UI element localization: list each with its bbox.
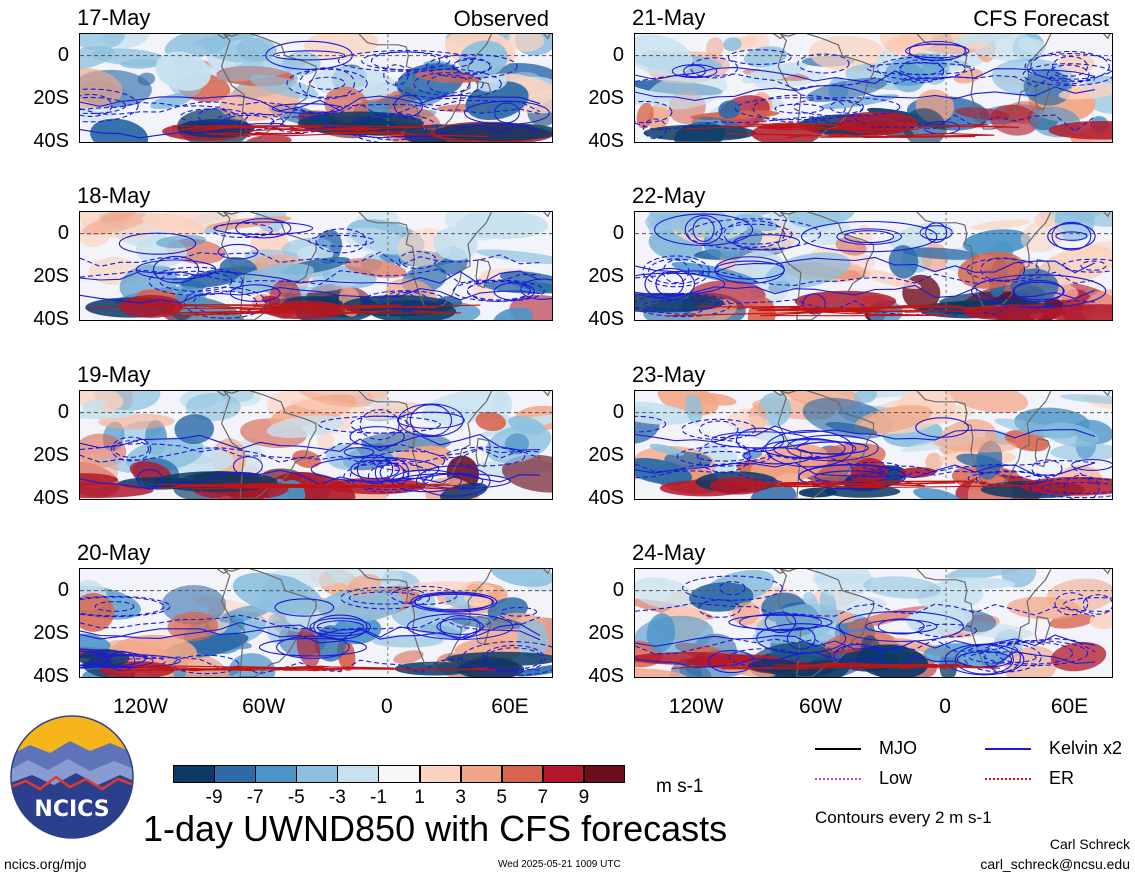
anomaly-map: [634, 390, 1113, 500]
lat-tick-label: 20S: [588, 264, 624, 287]
panel-source: Observed: [453, 6, 549, 31]
ncics-logo: NCICS: [10, 715, 134, 839]
lat-tick-label: 20S: [33, 443, 69, 466]
panel-date: 19-May: [77, 362, 151, 387]
colorbar-swatch: [255, 765, 297, 783]
colorbar-tick-label: 1: [414, 787, 425, 808]
lat-tick-label: 0: [612, 578, 624, 601]
anomaly-map: [79, 211, 553, 321]
lat-tick-label: 0: [612, 221, 624, 244]
colorbar-tick-label: -9: [205, 787, 223, 808]
colorbar-tick-label: 5: [496, 787, 508, 808]
colorbar-units: m s-1: [656, 776, 704, 797]
lon-tick-label: 120W: [113, 695, 168, 718]
colorbar-swatch: [419, 765, 462, 783]
panel-date: 23-May: [632, 362, 706, 387]
anomaly-map: [79, 568, 553, 678]
lat-tick-label: 40S: [588, 665, 624, 687]
contour-note: Contours every 2 m s-1: [815, 808, 992, 827]
anomaly-map: [634, 211, 1113, 321]
lon-tick-label: 60E: [1050, 695, 1089, 718]
colorbar-tick-label: -3: [328, 787, 346, 808]
lat-tick-label: 0: [612, 400, 624, 423]
lat-tick-label: 40S: [588, 487, 624, 509]
lat-tick-label: 0: [57, 221, 69, 244]
lat-tick-label: 0: [57, 400, 69, 423]
footer-author: Carl Schreck: [1049, 836, 1130, 852]
lat-tick-label: 20S: [33, 621, 69, 644]
colorbar-tick-label: 7: [537, 787, 549, 808]
lon-tick-label: 60W: [242, 695, 286, 718]
colorbar-swatch: [337, 765, 379, 783]
footer-timestamp: Wed 2025-05-21 1009 UTC: [498, 859, 621, 870]
colorbar-tick-label: -7: [246, 787, 264, 808]
lat-tick-label: 0: [612, 43, 624, 66]
lat-tick-label: 20S: [588, 86, 624, 109]
lat-tick-label: 40S: [33, 487, 69, 509]
logo-text: NCICS: [34, 797, 110, 822]
footer-email: carl_schreck@ncsu.edu: [980, 856, 1130, 872]
panel-date: 24-May: [632, 540, 706, 565]
lon-tick-label: 0: [380, 695, 393, 718]
panel-date: 21-May: [632, 5, 706, 30]
colorbar-tick-label: -5: [287, 787, 305, 808]
panel-date: 18-May: [77, 183, 151, 208]
anomaly-map: [634, 568, 1113, 678]
colorbar-swatch: [542, 765, 585, 783]
colorbar-swatch: [173, 765, 215, 783]
legend-line: [985, 748, 1031, 750]
panel-source: CFS Forecast: [973, 6, 1109, 31]
panel-date: 17-May: [77, 5, 151, 30]
lat-tick-label: 0: [57, 43, 69, 66]
panel-date: 20-May: [77, 540, 151, 565]
colorbar-swatch: [583, 765, 626, 783]
lat-tick-label: 40S: [33, 130, 69, 152]
figure-title: 1-day UWND850 with CFS forecasts: [143, 808, 728, 849]
colorbar-swatch: [296, 765, 338, 783]
colorbar: [173, 765, 626, 783]
legend-label: Kelvin x2: [1049, 738, 1123, 758]
lat-tick-label: 20S: [33, 86, 69, 109]
anomaly-map: [79, 390, 553, 500]
legend-label: ER: [1049, 768, 1075, 788]
legend-label: Low: [879, 768, 913, 788]
lon-tick-label: 0: [939, 695, 951, 718]
legend-line: [985, 778, 1031, 780]
lat-tick-label: 20S: [588, 443, 624, 466]
colorbar-swatch: [378, 765, 421, 783]
panel-date: 22-May: [632, 183, 706, 208]
footer-url: ncics.org/mjo: [4, 856, 87, 872]
lat-tick-label: 40S: [588, 308, 624, 330]
legend-line: [815, 778, 861, 780]
colorbar-tick-label: 9: [578, 787, 590, 808]
lat-tick-label: 40S: [33, 665, 69, 687]
lat-tick-label: 20S: [588, 621, 624, 644]
legend-line: [815, 748, 861, 750]
colorbar-tick-label: 3: [455, 787, 466, 808]
colorbar-swatch: [460, 765, 503, 783]
colorbar-swatch: [501, 765, 544, 783]
lon-tick-label: 60E: [491, 695, 529, 718]
colorbar-swatch: [214, 765, 256, 783]
lat-tick-label: 40S: [588, 130, 624, 152]
legend-label: MJO: [879, 738, 917, 758]
lat-tick-label: 40S: [33, 308, 69, 330]
anomaly-map: [79, 33, 553, 143]
anomaly-map: [634, 33, 1113, 143]
lon-tick-label: 120W: [668, 695, 724, 718]
lat-tick-label: 20S: [33, 264, 69, 287]
colorbar-tick-label: -1: [370, 787, 387, 808]
lon-tick-label: 60W: [799, 695, 843, 718]
lat-tick-label: 0: [57, 578, 69, 601]
